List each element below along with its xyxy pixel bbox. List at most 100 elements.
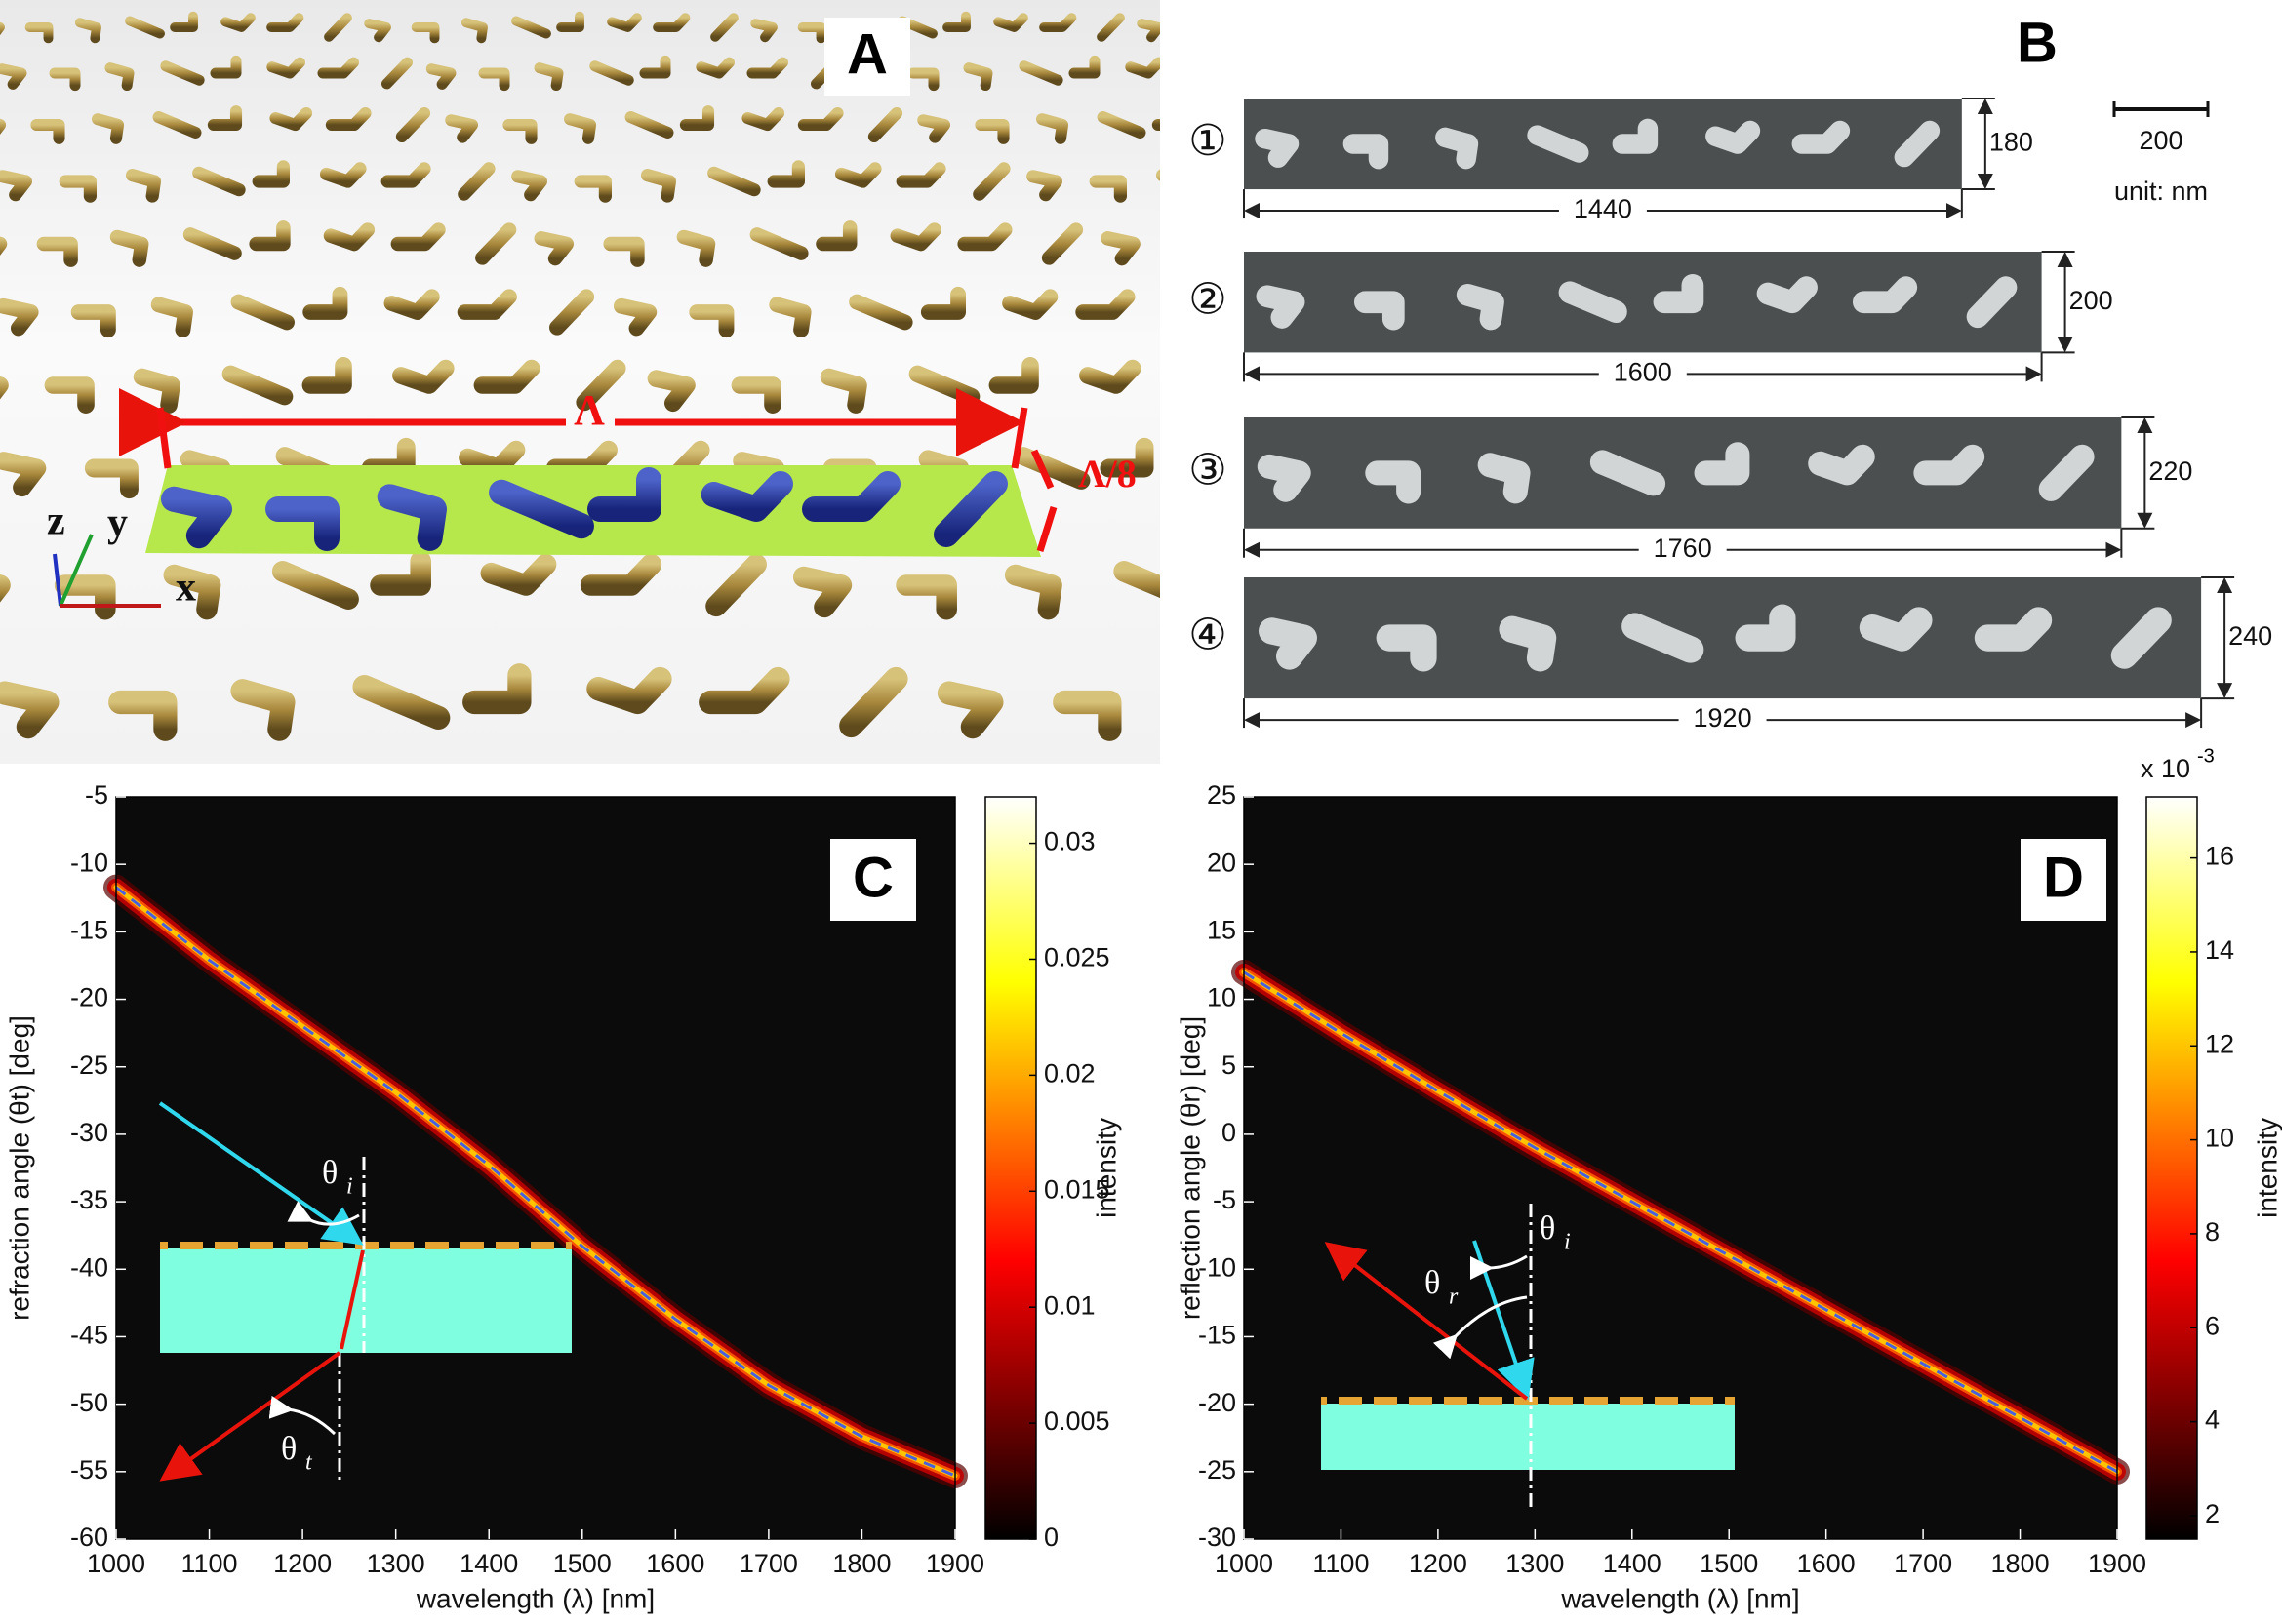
gold-antenna [36,236,78,267]
angle-symbol: θ [281,1431,297,1467]
sem-particle [1612,118,1659,154]
sem-particle [1527,125,1589,163]
x-tick-label: 1300 [1505,1549,1564,1578]
x-tick-label: 1400 [1603,1549,1661,1578]
sem-particle [1365,460,1421,504]
gold-antenna [395,106,431,143]
angle-arc [1469,1254,1528,1281]
gold-antenna [741,106,785,132]
plot-frame [1243,796,2118,1540]
sem-particle [1808,444,1875,486]
gold-antenna [24,22,54,44]
sem-particle [1735,604,1796,652]
gold-antenna [108,690,178,741]
sem-particle [1456,283,1504,331]
gold-antenna [574,175,612,203]
label-background [1678,704,1767,736]
period-arrow [119,388,1058,553]
gold-antenna [1036,113,1069,144]
gold-antenna [1187,691,1228,729]
gold-antenna [589,60,634,86]
gold-antenna [556,11,584,32]
sem-particle [1894,120,1941,168]
gold-antenna [160,60,205,86]
gold-antenna [963,62,993,92]
gold-antenna [896,574,957,620]
y-tick-label: -30 [70,1118,108,1147]
colorbar [2145,796,2198,1540]
sem-particle [1791,120,1851,154]
panel-label: D [2043,846,2084,909]
y-tick-label: -20 [1198,1388,1236,1417]
colorbar-tick-label: 0.02 [1044,1059,1096,1089]
gold-antenna [1002,289,1059,320]
gold-antenna [269,106,313,132]
gold-antenna [731,376,781,414]
gold-antenna [920,286,966,320]
gold-antenna [230,294,295,331]
panel-a: Λ Λ/8 z y x A [0,0,1228,764]
angle-symbol: θ [1424,1265,1440,1301]
unit-label: unit: nm [2114,177,2208,206]
y-tick-label: -10 [1198,1252,1236,1282]
colorbar-tick-label: 8 [2205,1217,2220,1247]
sem-particle [2110,607,2172,669]
reflected-ray [1324,1242,1529,1401]
gold-antenna [534,231,575,266]
gold-antenna [580,553,662,596]
gold-antenna [769,297,812,337]
angle-subscript: i [1564,1230,1571,1255]
gold-antenna [1100,437,1154,478]
gold-antenna [271,561,359,610]
gold-antenna [480,553,557,596]
sem-particle [1705,120,1761,154]
blue-antenna [934,471,1008,547]
gold-antenna [679,105,715,132]
gold-antenna [1097,111,1146,139]
gold-antenna [323,222,376,252]
x-tick-label: 1900 [926,1549,984,1578]
gold-antenna [221,365,294,406]
gold-antenna [462,663,532,715]
y-tick-label: -60 [70,1523,108,1552]
colorbar-exponent-base: x 10 [2141,754,2190,783]
sem-particle [1974,607,2053,652]
x-tick-label: 1800 [832,1549,891,1578]
axis-x-label: x [176,566,196,611]
gold-antenna [302,286,348,320]
panel-label-box [2021,839,2106,921]
blue-antenna [701,471,793,522]
gold-antenna [907,67,940,92]
sem-particle [1589,450,1666,496]
gold-antenna [457,289,517,320]
gold-antenna [92,113,125,144]
gold-antenna [624,111,674,139]
height-label: 180 [1989,128,2033,157]
gold-antenna [746,57,788,79]
gold-antenna [689,304,735,338]
gold-antenna [696,57,735,79]
gold-antenna [478,67,510,92]
gold-antenna [603,236,645,267]
gold-antenna [249,220,291,252]
substrate [160,1248,572,1353]
y-tick-label: -25 [1198,1455,1236,1485]
gold-antenna [993,13,1028,32]
gold-antenna [1177,244,1204,260]
colorbar-tick-label: 0.015 [1044,1174,1110,1204]
gold-antenna [586,666,672,715]
inset-c: θ i θ t [158,1101,572,1482]
sem-particle [1259,617,1317,670]
gold-antenna [767,160,805,188]
plot-frame [115,796,956,1540]
colorbar-exponent-power: -3 [2197,745,2215,767]
colorbar [984,796,1037,1540]
gold-antenna [170,11,198,32]
gold-antenna [1019,60,1063,86]
y-tick-label: -55 [70,1455,108,1485]
gold-antenna [699,666,790,715]
gold-antenna [820,368,867,414]
gold-antenna [867,106,903,143]
gold-antenna [647,370,696,413]
angle-subscript: r [1449,1285,1459,1310]
